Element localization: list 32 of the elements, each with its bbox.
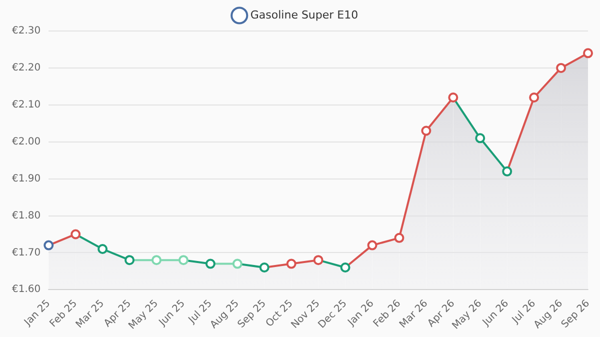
y-tick-label: €2.30 xyxy=(12,26,41,37)
y-tick-label: €1.90 xyxy=(12,173,41,184)
y-tick-label: €1.60 xyxy=(12,284,41,296)
x-tick-label: Jun 25 xyxy=(156,298,188,329)
y-tick-label: €2.10 xyxy=(12,99,41,110)
point xyxy=(502,166,512,176)
x-tick-label: Jun 26 xyxy=(480,298,512,329)
point xyxy=(448,92,458,103)
point xyxy=(98,244,108,254)
point xyxy=(340,262,350,272)
point xyxy=(475,133,486,144)
point xyxy=(70,229,81,240)
point xyxy=(124,255,135,266)
point xyxy=(313,255,324,266)
point xyxy=(286,258,296,269)
y-tick-label: €1.70 xyxy=(12,247,41,258)
point xyxy=(259,262,270,272)
y-tick-label: €2.20 xyxy=(12,62,41,74)
point xyxy=(556,62,566,73)
point xyxy=(178,255,188,266)
point xyxy=(205,258,216,269)
legend-label: Gasoline Super E10 xyxy=(250,8,358,22)
point xyxy=(394,232,404,243)
y-tick-label: €2.00 xyxy=(12,136,41,148)
point xyxy=(421,126,432,136)
point xyxy=(232,258,242,269)
point xyxy=(44,240,54,250)
y-tick-label: €1.80 xyxy=(12,210,41,222)
point xyxy=(152,255,162,266)
point xyxy=(529,92,540,103)
point xyxy=(583,48,593,58)
point xyxy=(367,240,378,250)
